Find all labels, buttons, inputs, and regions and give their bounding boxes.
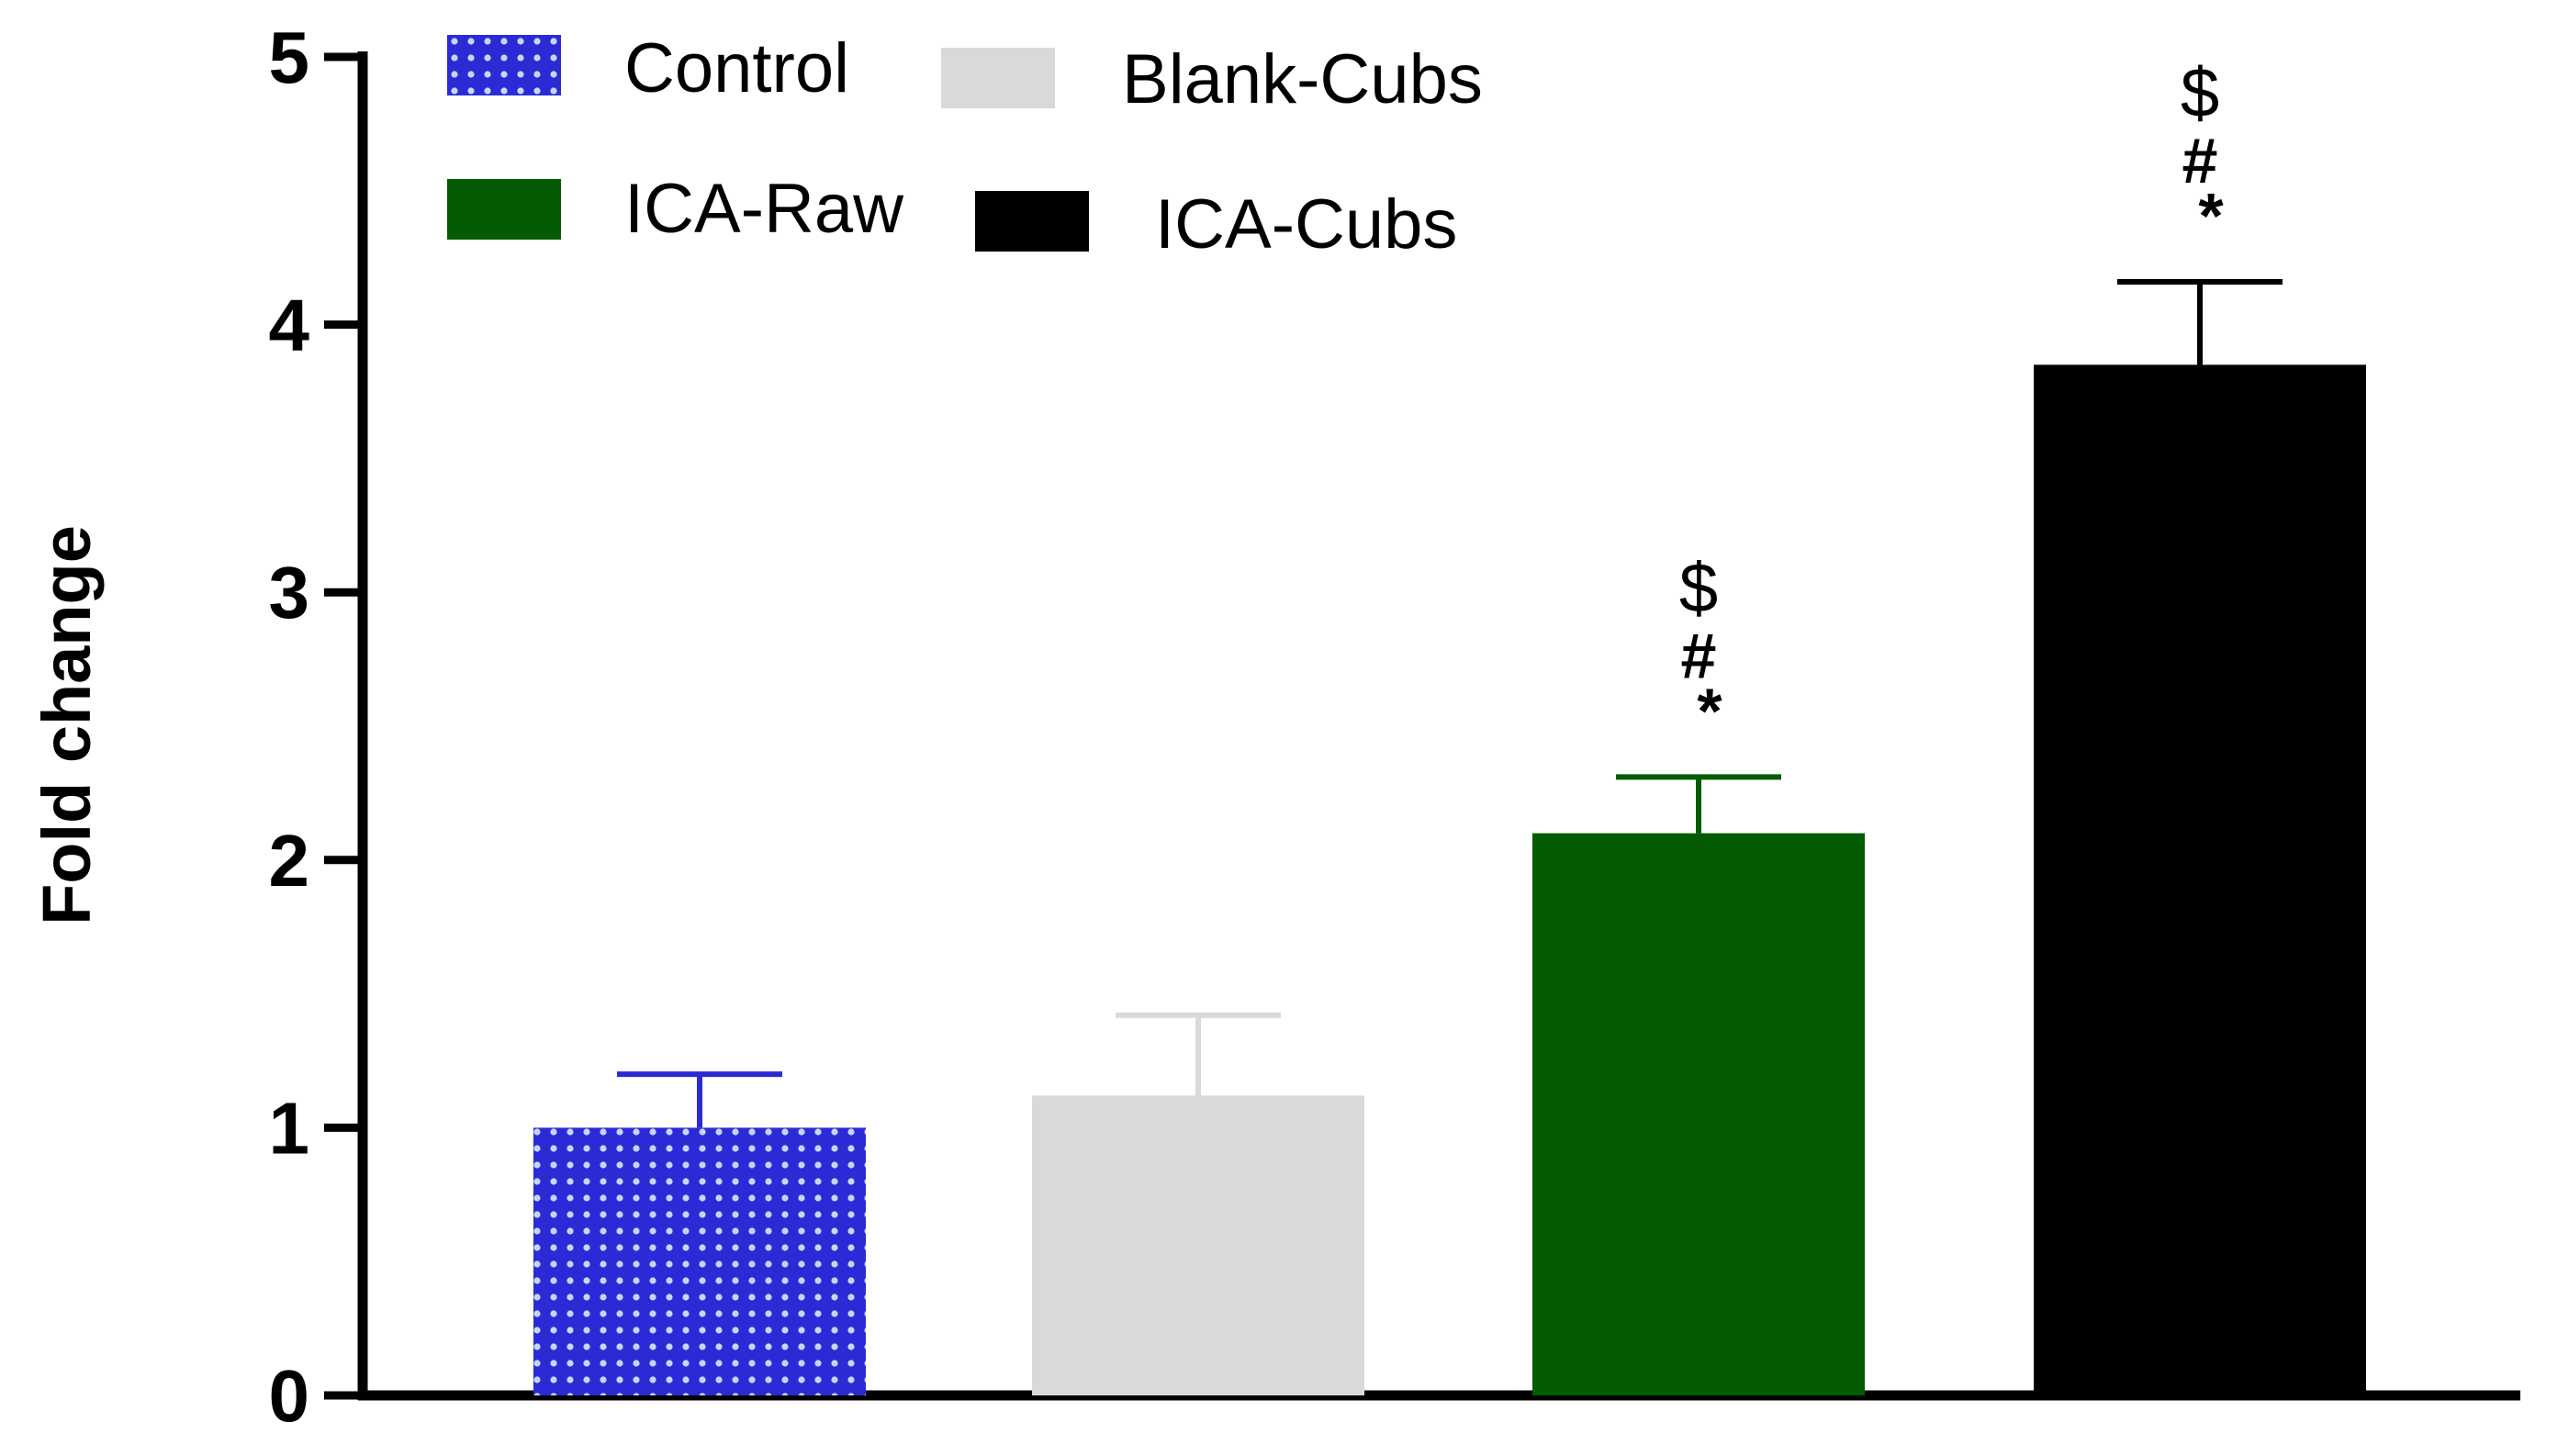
legend-swatch-ica-raw bbox=[447, 179, 561, 240]
y-tick-label: 1 bbox=[269, 1087, 310, 1169]
legend-label-ica-cubs: ICA-Cubs bbox=[1155, 185, 1457, 263]
bar-ica-raw bbox=[1532, 833, 1865, 1395]
y-tick-label: 0 bbox=[269, 1355, 310, 1437]
legend-label-control: Control bbox=[624, 29, 849, 107]
significance-marker: * bbox=[2198, 180, 2224, 252]
y-tick-label: 4 bbox=[269, 285, 310, 366]
y-axis-label: Fold change bbox=[28, 525, 105, 925]
legend-swatch-control bbox=[447, 35, 561, 95]
legend-label-blank-cubs: Blank-Cubs bbox=[1122, 40, 1483, 118]
y-tick-label: 5 bbox=[269, 17, 310, 98]
significance-marker: # bbox=[1681, 620, 1717, 691]
bar-blank-cubs bbox=[1032, 1095, 1364, 1395]
legend-label-ica-raw: ICA-Raw bbox=[624, 170, 904, 248]
significance-marker: $ bbox=[2181, 54, 2219, 132]
significance-marker: * bbox=[1697, 675, 1722, 746]
bar-control bbox=[533, 1127, 866, 1395]
bar-ica-cubs bbox=[2034, 364, 2366, 1396]
significance-marker: # bbox=[2182, 125, 2218, 196]
y-tick-label: 2 bbox=[269, 820, 310, 902]
legend-swatch-blank-cubs bbox=[941, 48, 1055, 108]
significance-marker: $ bbox=[1679, 549, 1718, 627]
legend-swatch-ica-cubs bbox=[975, 191, 1089, 252]
y-tick-label: 3 bbox=[269, 552, 310, 633]
